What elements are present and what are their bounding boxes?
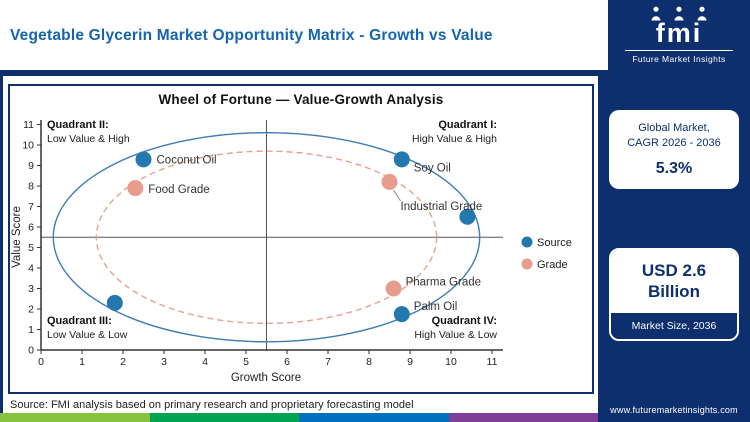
quadrant-name: Quadrant I: — [438, 119, 497, 131]
data-point-industrial-grade — [381, 173, 398, 190]
label-leader-line — [393, 189, 401, 202]
cagr-value: 5.3% — [655, 159, 693, 177]
header-rule — [0, 70, 750, 76]
y-tick-label: 4 — [28, 263, 34, 275]
y-axis-label: Value Score — [11, 206, 23, 268]
cagr-card-line1: Global Market, — [638, 122, 710, 134]
sidebar: Global Market, CAGR 2026 - 2036 5.3% USD… — [598, 76, 750, 422]
data-point-food-grade — [127, 180, 144, 197]
quadrant-name: Quadrant II: — [47, 119, 109, 131]
plot-svg: 0 1 2 3 4 5 6 7 8 9 10 11 0 1 2 3 4 5 6 7 8 9 10 11 Growth Score… — [11, 119, 572, 384]
left-edge-border — [0, 76, 3, 422]
quadrant-desc: Low Value & High — [47, 133, 130, 145]
y-tick-label: 5 — [28, 242, 34, 254]
quadrant-desc: Low Value & Low — [47, 329, 128, 341]
y-tick-label: 2 — [28, 304, 34, 316]
y-tick-label: 8 — [28, 181, 34, 193]
x-tick-label: 11 — [487, 356, 498, 368]
data-point-label: Pharma Grade — [406, 277, 481, 289]
legend-swatch-grade — [521, 258, 533, 270]
source-ellipse — [52, 131, 481, 343]
y-tick-label: 7 — [28, 201, 34, 213]
x-tick-label: 3 — [161, 356, 167, 368]
data-point-label: Food Grade — [148, 184, 209, 196]
y-tick-label: 1 — [28, 324, 34, 336]
x-tick-label: 2 — [120, 356, 126, 368]
data-point-coconut-oil — [135, 151, 152, 168]
x-tick-label: 6 — [284, 356, 290, 368]
source-note: Source: FMI analysis based on primary re… — [10, 399, 414, 411]
y-tick-label: 6 — [28, 222, 34, 234]
value-growth-scatter-chart: 0 1 2 3 4 5 6 7 8 9 10 11 0 1 2 3 4 5 6 7 8 9 10 11 Growth Score… — [11, 112, 593, 397]
x-tick-label: 5 — [243, 356, 249, 368]
stripe-segment-blue — [299, 413, 449, 422]
legend-label: Grade — [537, 259, 568, 271]
bottom-stripe — [0, 413, 598, 422]
y-tick-label: 10 — [22, 140, 34, 152]
logo-divider — [625, 49, 733, 51]
data-point-palm-oil — [393, 306, 410, 323]
x-tick-label: 1 — [79, 356, 85, 368]
data-point-soy-oil — [393, 151, 410, 168]
quadrant-desc: High Value & High — [412, 133, 497, 145]
x-tick-label: 10 — [445, 356, 457, 368]
header: Vegetable Glycerin Market Opportunity Ma… — [0, 0, 750, 70]
y-tick-label: 11 — [23, 119, 34, 131]
grade-ellipse — [95, 150, 438, 325]
y-tick-label: 0 — [28, 345, 34, 357]
chart-panel: Wheel of Fortune — Value-Growth Analysis… — [8, 84, 594, 394]
x-tick-label: 8 — [366, 356, 372, 368]
data-point — [459, 208, 476, 225]
legend-label: Source — [537, 237, 572, 249]
data-point-label: Industrial Grade — [401, 201, 483, 213]
x-tick-label: 0 — [38, 356, 44, 368]
data-point-label: Coconut Oil — [157, 154, 217, 166]
quadrant-name: Quadrant III: — [47, 315, 112, 327]
x-axis-label: Growth Score — [231, 372, 301, 384]
stripe-segment-green — [0, 413, 150, 422]
x-tick-label: 4 — [202, 356, 208, 368]
cagr-card: Global Market, CAGR 2026 - 2036 5.3% — [609, 110, 739, 189]
cagr-card-line2: CAGR 2026 - 2036 — [627, 136, 721, 149]
market-size-value: USD 2.6 Billion — [611, 250, 737, 313]
data-point-label: Palm Oil — [414, 301, 457, 313]
stripe-segment-teal — [149, 413, 299, 422]
chart-title: Wheel of Fortune — Value-Growth Analysis — [158, 92, 444, 107]
page-title: Vegetable Glycerin Market Opportunity Ma… — [10, 27, 493, 44]
data-point — [106, 294, 123, 311]
fmi-logo: fmi Future Market Insights — [608, 0, 750, 70]
data-point-pharma-grade — [385, 280, 402, 297]
y-tick-label: 3 — [28, 283, 34, 295]
quadrant-name: Quadrant IV: — [432, 315, 497, 327]
market-size-card: USD 2.6 Billion Market Size, 2036 — [609, 248, 739, 341]
quadrant-desc: High Value & Low — [414, 329, 497, 341]
x-tick-label: 9 — [407, 356, 413, 368]
logo-subtitle: Future Market Insights — [632, 53, 726, 64]
data-point-label: Soy Oil — [414, 162, 451, 174]
stripe-segment-purple — [448, 413, 598, 422]
y-tick-label: 9 — [28, 160, 34, 172]
legend-swatch-source — [521, 236, 533, 248]
market-size-label: Market Size, 2036 — [611, 312, 737, 339]
website-url: www.futuremarketinsights.com — [610, 405, 738, 415]
logo-brand-text: fmi — [655, 18, 703, 49]
logo-people-icons — [651, 6, 707, 21]
x-tick-label: 7 — [325, 356, 331, 368]
